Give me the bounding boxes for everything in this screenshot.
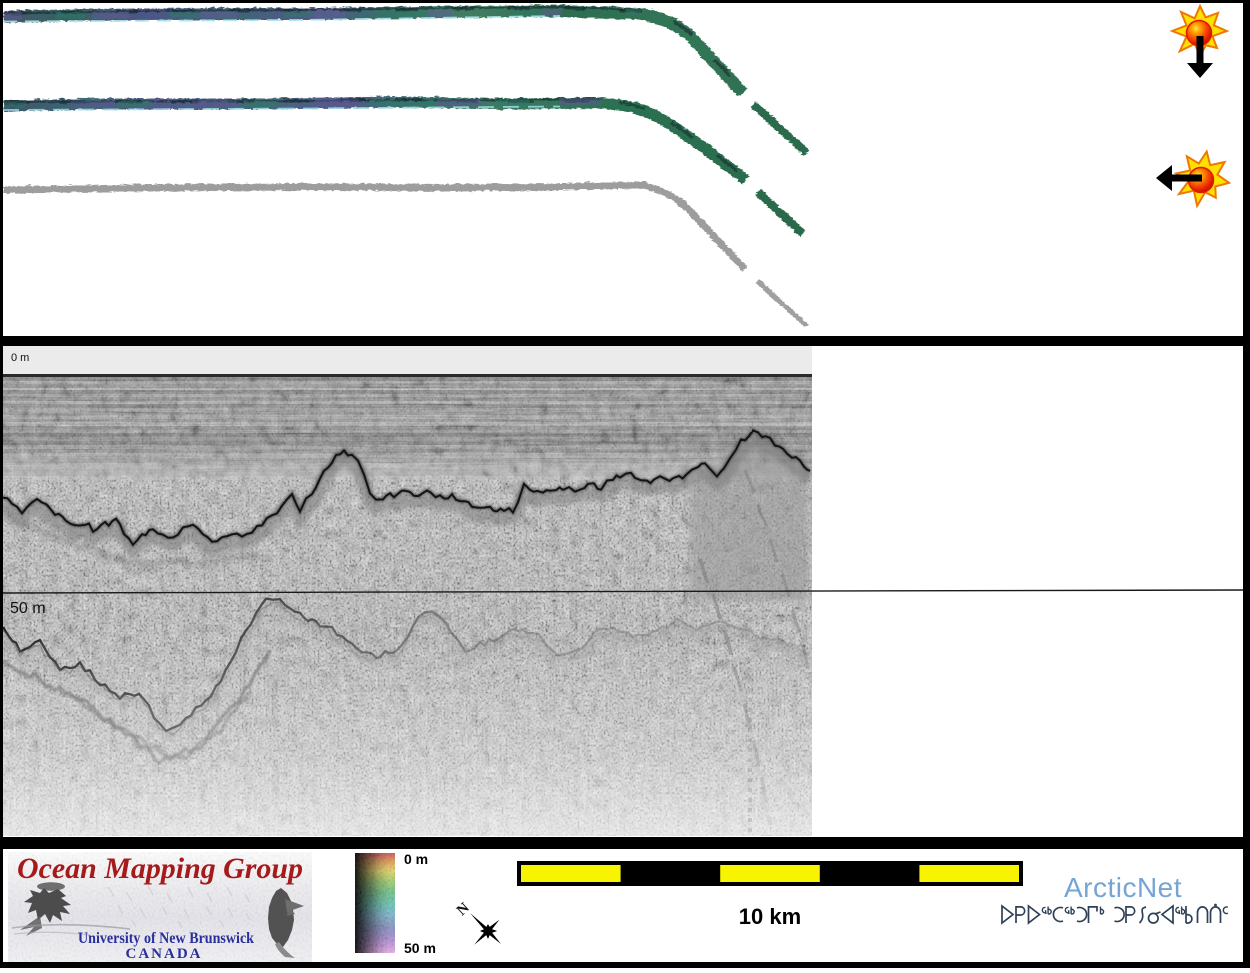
svg-text:Ocean Mapping Group: Ocean Mapping Group — [17, 852, 303, 885]
svg-text:0 m: 0 m — [11, 352, 29, 364]
svg-text:0 m: 0 m — [404, 851, 428, 867]
svg-text:University of New Brunswick: University of New Brunswick — [78, 930, 254, 947]
svg-text:10 km: 10 km — [739, 904, 801, 929]
svg-text:ArcticNet: ArcticNet — [1064, 872, 1182, 903]
svg-text:50 m: 50 m — [10, 600, 46, 617]
svg-text:50 m: 50 m — [404, 940, 436, 956]
svg-text:CANADA: CANADA — [126, 946, 203, 962]
